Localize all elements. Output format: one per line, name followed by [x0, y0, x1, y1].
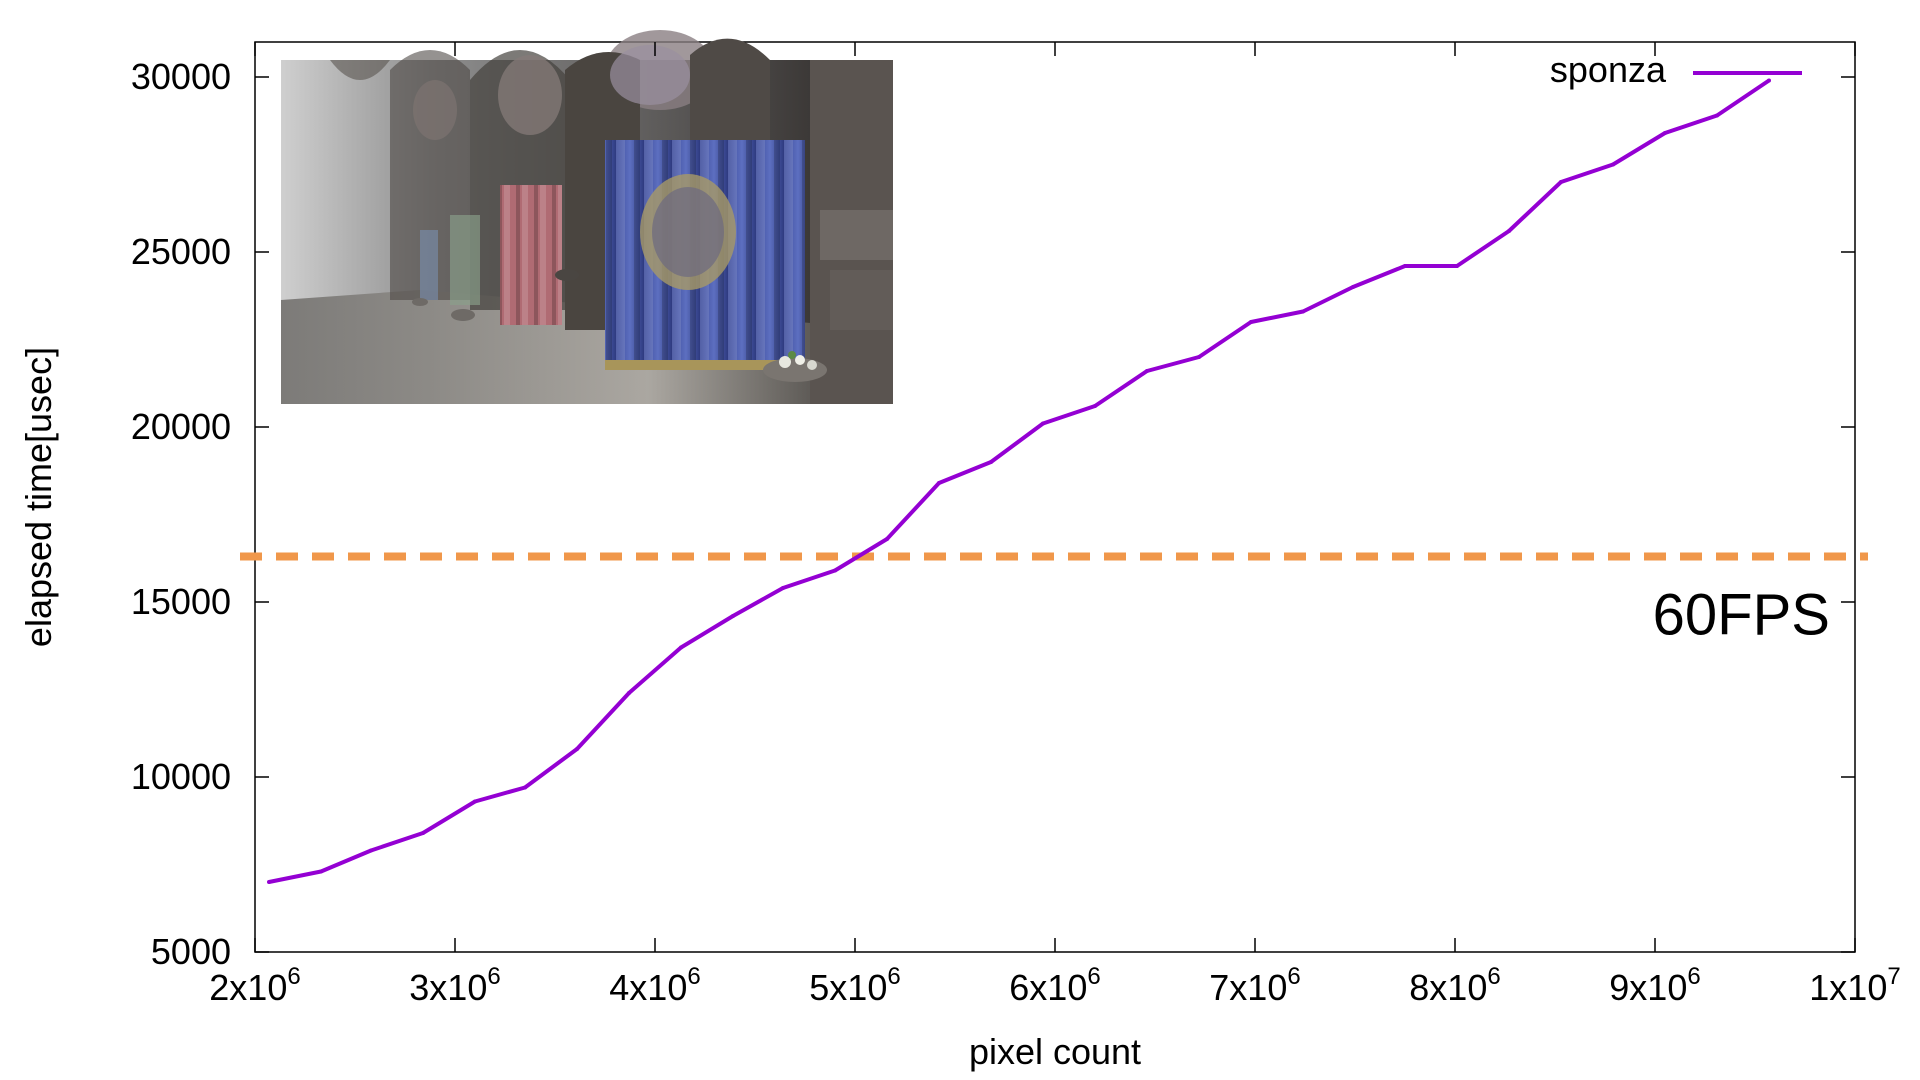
data-point [1767, 78, 1771, 83]
x-tick-label: 3x106 [409, 963, 500, 1008]
data-point [473, 799, 477, 804]
data-point [781, 586, 785, 590]
x-tick-label: 4x106 [609, 963, 700, 1008]
data-point [1249, 320, 1253, 324]
data-point [1715, 113, 1719, 118]
x-tick-label: 1x107 [1809, 963, 1900, 1008]
y-axis: 5000 10000 15000 20000 25000 30000 [131, 56, 1855, 972]
data-point [885, 537, 889, 541]
data-point [575, 747, 579, 751]
data-point [1197, 355, 1201, 359]
data-point [1507, 229, 1511, 233]
x-tick-label: 5x106 [809, 963, 900, 1008]
x-tick-label: 7x106 [1209, 963, 1300, 1008]
data-point [731, 614, 735, 618]
y-tick-label: 15000 [131, 581, 231, 622]
y-tick-label: 25000 [131, 231, 231, 272]
data-point [1611, 162, 1615, 167]
data-point [937, 481, 941, 485]
data-point [679, 645, 683, 650]
data-point [369, 848, 373, 853]
data-point [833, 568, 837, 573]
data-point [1145, 369, 1149, 373]
y-tick-label: 20000 [131, 406, 231, 447]
data-point [1455, 264, 1459, 268]
y-axis-label: elapsed time[usec] [18, 347, 59, 647]
series-group [267, 78, 1771, 884]
sponza-scene-image [281, 30, 893, 404]
x-tick-label: 2x106 [209, 963, 300, 1008]
data-point [267, 880, 271, 884]
data-point [627, 691, 631, 695]
data-point [989, 460, 993, 464]
y-tick-label: 5000 [151, 931, 231, 972]
data-point [1663, 131, 1667, 135]
data-point [523, 785, 527, 790]
legend: sponza [1550, 49, 1802, 90]
x-axis: 2x106 3x106 4x106 5x106 6x106 7x106 8x106 9x106… [209, 42, 1901, 1008]
data-point [1351, 285, 1355, 289]
data-point [1041, 421, 1045, 426]
reference-label-60fps: 60FPS [1653, 583, 1830, 648]
x-tick-label: 8x106 [1409, 963, 1500, 1008]
data-point [1093, 404, 1097, 408]
data-point [319, 869, 323, 874]
series-line-sponza [268, 78, 1771, 884]
reference-lines: 60FPS [240, 552, 1868, 648]
data-point [1403, 264, 1407, 268]
y-tick-label: 10000 [131, 756, 231, 797]
data-point [1559, 180, 1563, 184]
legend-label-sponza: sponza [1550, 49, 1667, 90]
x-axis-label: pixel count [969, 1031, 1141, 1072]
data-point [1301, 309, 1305, 314]
x-tick-label: 6x106 [1009, 963, 1100, 1008]
x-tick-label: 9x106 [1609, 963, 1700, 1008]
y-tick-label: 30000 [131, 56, 231, 97]
data-point [421, 831, 425, 835]
